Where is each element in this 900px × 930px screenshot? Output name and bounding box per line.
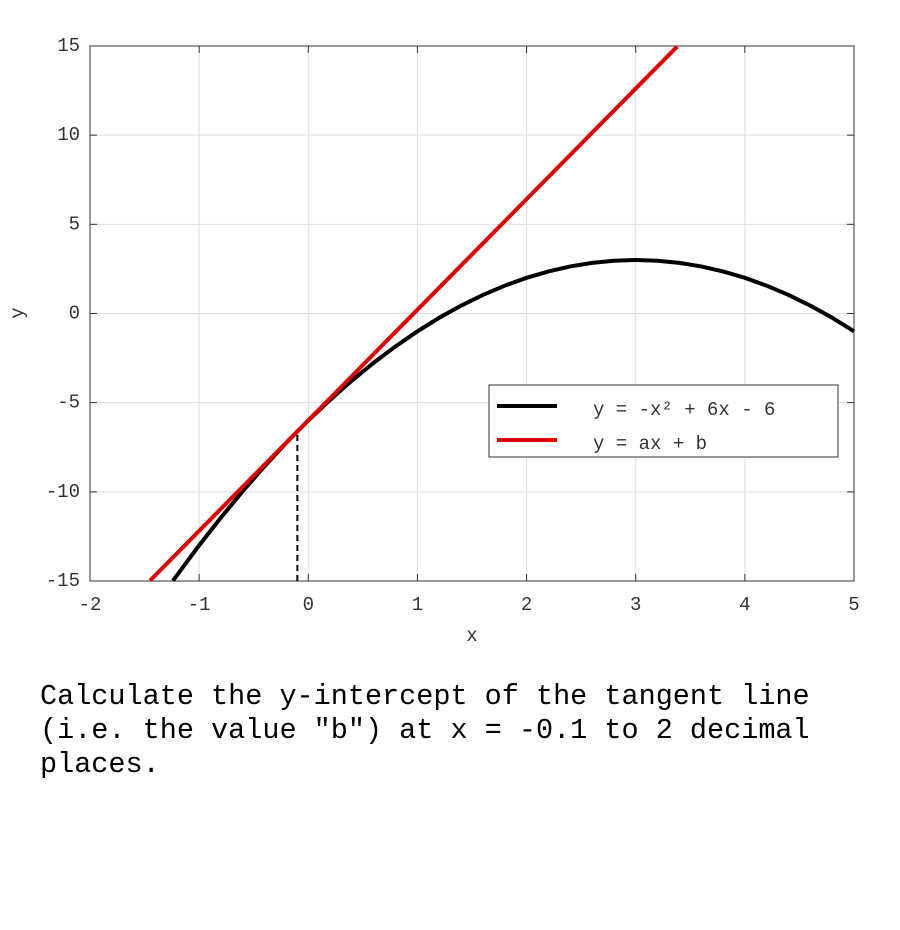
- y-tick-label: 10: [57, 124, 80, 146]
- y-tick-label: 0: [69, 303, 80, 325]
- y-tick-label: -15: [46, 570, 80, 592]
- x-tick-label: 3: [630, 594, 641, 616]
- data-line: [148, 45, 679, 583]
- x-tick-label: 0: [303, 594, 314, 616]
- legend-label: y = -x² + 6x - 6: [593, 399, 775, 421]
- x-tick-label: 4: [739, 594, 750, 616]
- y-tick-label: -5: [57, 392, 80, 414]
- legend-box: [488, 384, 839, 458]
- x-axis-label: x: [466, 625, 477, 647]
- y-tick-label: -10: [46, 481, 80, 503]
- question: Calculate the y-intercept of the tangent…: [40, 680, 810, 781]
- x-tick-label: -1: [188, 594, 211, 616]
- y-axis-label: y: [7, 307, 29, 318]
- legend-label: y = ax + b: [593, 433, 707, 455]
- x-tick-label: 2: [521, 594, 532, 616]
- x-tick-label: 5: [848, 594, 859, 616]
- y-tick-label: 15: [57, 35, 80, 57]
- x-tick-label: 1: [412, 594, 423, 616]
- plot-frame: [89, 45, 855, 582]
- y-tick-label: 5: [69, 213, 80, 235]
- x-tick-label: -2: [79, 594, 102, 616]
